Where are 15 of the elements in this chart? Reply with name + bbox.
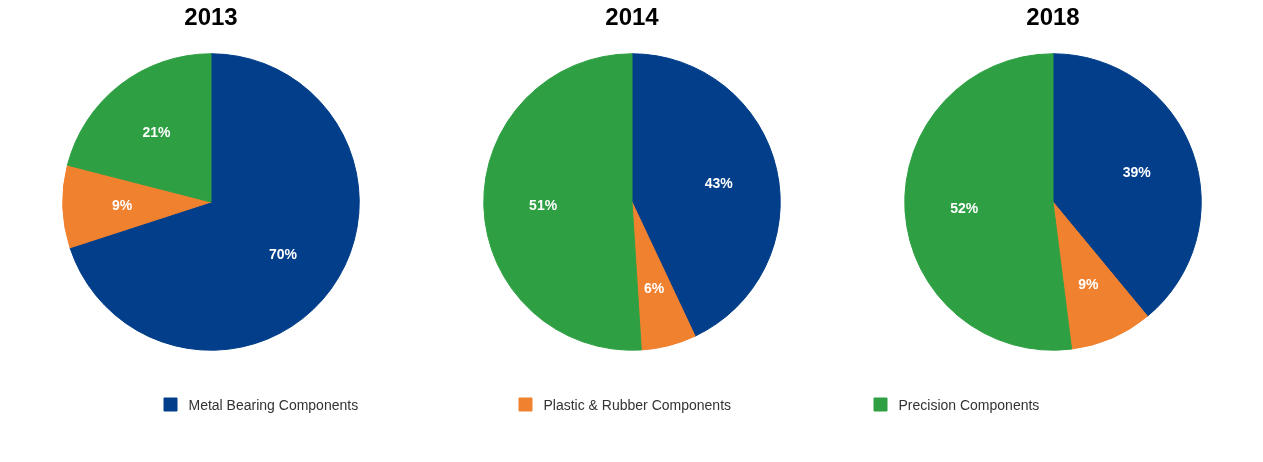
data-label: 43% <box>704 174 734 191</box>
chart-title: 2014 <box>605 2 660 30</box>
legend-label: Plastic & Rubber Components <box>543 396 732 413</box>
data-label: 51% <box>529 196 558 213</box>
chart-title: 2018 <box>1026 2 1080 30</box>
data-label: 9% <box>1078 275 1099 292</box>
data-label: 39% <box>1122 163 1152 180</box>
legend-label: Metal Bearing Components <box>188 396 359 413</box>
legend-label: Precision Components <box>898 396 1040 413</box>
data-label: 52% <box>950 199 979 216</box>
data-label: 6% <box>644 280 665 297</box>
data-label: 9% <box>111 196 133 213</box>
data-label: 70% <box>268 246 298 263</box>
chart-title: 2013 <box>184 2 238 30</box>
data-label: 21% <box>142 123 172 140</box>
